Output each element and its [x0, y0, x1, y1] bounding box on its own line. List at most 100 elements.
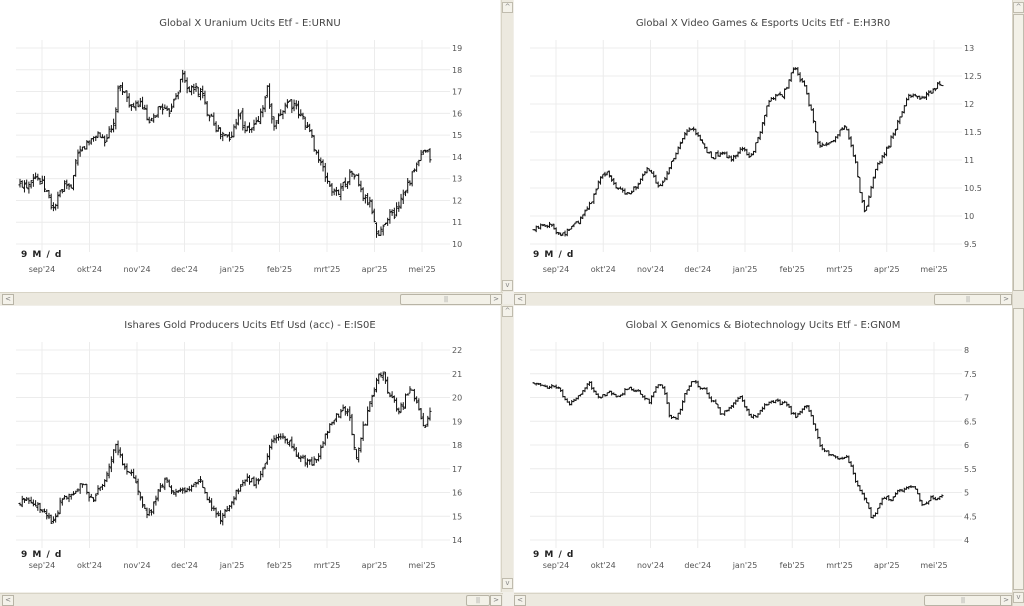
ohlc-bar	[268, 83, 272, 109]
scroll-up-button[interactable]: ^	[1013, 2, 1024, 13]
ohlc-bar	[822, 144, 826, 146]
vertical-scrollbar[interactable]: ^	[1012, 0, 1024, 304]
ohlc-bar	[694, 128, 698, 136]
ohlc-bar	[370, 199, 374, 215]
scroll-left-button[interactable]: <	[2, 595, 14, 606]
scroll-left-button[interactable]: <	[2, 294, 14, 305]
x-tick-label: sep'24	[29, 265, 56, 274]
scroll-thumb[interactable]	[1013, 308, 1024, 590]
scroll-up-button[interactable]: ^	[502, 2, 513, 13]
ohlc-bar	[96, 131, 100, 139]
scroll-right-button[interactable]: >	[1000, 294, 1012, 305]
ohlc-bar	[312, 135, 316, 152]
horizontal-scrollbar[interactable]: < || >	[514, 593, 1012, 606]
ohlc-bar	[143, 504, 147, 510]
ohlc-bar	[40, 509, 44, 513]
ohlc-bar	[734, 154, 738, 159]
ohlc-bar	[276, 113, 280, 125]
ohlc-bar	[103, 135, 107, 147]
ohlc-bar	[18, 178, 22, 188]
ohlc-bar	[386, 376, 390, 394]
ohlc-bar	[303, 454, 307, 467]
scroll-right-button[interactable]: >	[490, 595, 502, 606]
ohlc-bar	[399, 402, 403, 414]
ohlc-bar	[263, 95, 267, 113]
ohlc-bar	[259, 108, 263, 125]
y-tick-label: 17	[452, 88, 462, 97]
vertical-scrollbar[interactable]: ^ v	[501, 0, 513, 292]
scroll-thumb[interactable]: ||	[400, 294, 492, 305]
ohlc-bar	[178, 487, 182, 493]
scroll-thumb[interactable]: ||	[466, 595, 490, 606]
ohlc-bar	[297, 100, 301, 119]
x-tick-label: apr'25	[874, 561, 900, 570]
ohlc-bar	[388, 209, 392, 224]
ohlc-bar	[227, 131, 231, 142]
ohlc-bar	[121, 453, 124, 466]
x-tick-label: feb'25	[267, 265, 292, 274]
ohlc-bar	[20, 180, 24, 188]
horizontal-scrollbar[interactable]: < || >	[514, 292, 1012, 305]
ohlc-bar	[69, 493, 73, 500]
horizontal-scrollbar[interactable]: < || >	[0, 593, 503, 606]
y-tick-label: 15	[452, 512, 462, 521]
ohlc-bar	[408, 180, 412, 186]
ohlc-bar	[107, 126, 111, 139]
period-label: 9 M / d	[21, 550, 63, 560]
ohlc-bar	[428, 148, 432, 163]
ohlc-bar	[860, 192, 864, 204]
ohlc-bar	[165, 105, 169, 111]
ohlc-bar	[725, 409, 729, 413]
scroll-down-button[interactable]: v	[502, 280, 513, 291]
scroll-right-button[interactable]: >	[490, 294, 502, 305]
x-tick-label: dec'24	[684, 561, 711, 570]
horizontal-scrollbar[interactable]: < || >	[0, 292, 503, 305]
ohlc-bar	[397, 201, 401, 212]
ohlc-bar	[634, 186, 638, 191]
scroll-down-button[interactable]: v	[1013, 592, 1024, 603]
vertical-scrollbar[interactable]: ^ v	[501, 304, 513, 592]
ohlc-bar	[261, 467, 265, 478]
scroll-up-button[interactable]: ^	[502, 306, 513, 317]
ohlc-bar	[303, 116, 307, 130]
ohlc-bar	[43, 508, 47, 513]
ohlc-bar	[630, 190, 634, 195]
ohlc-bar	[138, 97, 142, 107]
ohlc-bar	[116, 440, 120, 456]
ohlc-bar	[375, 222, 379, 238]
ohlc-bar	[541, 223, 545, 227]
y-tick-label: 22	[452, 346, 462, 355]
ohlc-bar	[701, 139, 705, 144]
ohlc-bar	[94, 135, 98, 141]
x-tick-label: apr'25	[362, 561, 388, 570]
scroll-left-button[interactable]: <	[514, 294, 526, 305]
scroll-left-button[interactable]: <	[514, 595, 526, 606]
chart-title: Ishares Gold Producers Ucits Etf Usd (ac…	[124, 320, 376, 331]
ohlc-bar	[570, 225, 574, 230]
scroll-down-button[interactable]: v	[502, 578, 513, 589]
scroll-thumb[interactable]: ||	[934, 294, 1002, 305]
y-tick-label: 5.5	[964, 465, 977, 474]
ohlc-bar	[38, 502, 42, 513]
ohlc-bar	[534, 382, 538, 386]
ohlc-bar	[650, 395, 654, 405]
ohlc-bar	[297, 452, 301, 459]
y-tick-label: 5	[964, 489, 969, 498]
ohlc-bar	[754, 142, 758, 153]
chart-svg: 10 11 12 13 14 15 16 17 18 19 sep'24 okt'24 nov'24 de…	[16, 40, 462, 274]
ohlc-bar	[87, 491, 91, 502]
ohlc-bar	[114, 107, 118, 130]
ohlc-bar	[158, 105, 162, 110]
ohlc-bar	[931, 88, 935, 94]
ohlc-bar	[241, 107, 245, 131]
scroll-thumb[interactable]	[1013, 14, 1024, 291]
scroll-thumb[interactable]: ||	[924, 595, 1002, 606]
scroll-right-button[interactable]: >	[1000, 595, 1012, 606]
ohlc-bar	[100, 483, 104, 491]
chart-title: Global X Video Games & Esports Ucits Etf…	[635, 18, 891, 29]
ohlc-bar	[301, 112, 305, 120]
ohlc-bar	[663, 176, 667, 182]
ohlc-bar	[230, 131, 234, 139]
chart-pane-gn0m: Global X Genomics & Biotechnology Ucits …	[514, 306, 1012, 592]
vertical-scrollbar[interactable]: v	[1012, 304, 1024, 606]
